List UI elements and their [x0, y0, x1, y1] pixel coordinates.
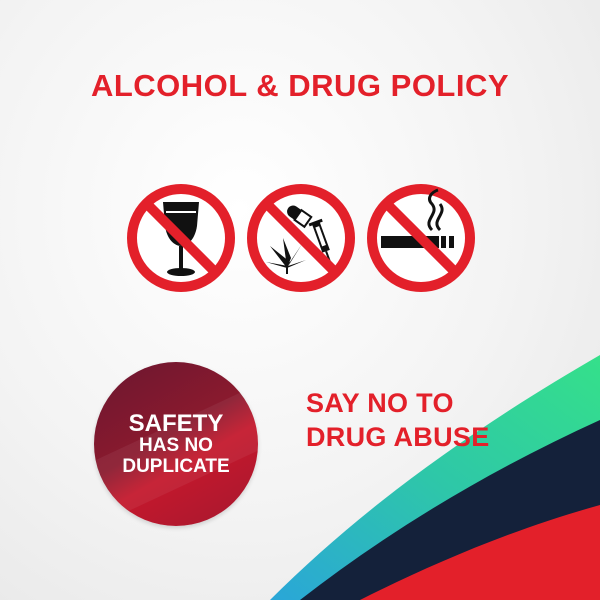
no-smoking-icon: [367, 184, 475, 292]
badge-line-1: SAFETY: [128, 409, 224, 437]
no-drugs-icon: [247, 184, 355, 292]
page-title: ALCOHOL & DRUG POLICY: [90, 68, 510, 103]
slogan-line-2: DRUG ABUSE: [306, 422, 490, 452]
slogan-line-1: SAY NO TO: [306, 388, 454, 418]
badge-line-2: HAS NO: [139, 435, 213, 457]
safety-badge: SAFETY HAS NO DUPLICATE: [94, 362, 258, 526]
slogan: SAY NO TO DRUG ABUSE: [306, 386, 490, 454]
badge-text: SAFETY HAS NO DUPLICATE: [94, 362, 258, 526]
badge-line-3: DUPLICATE: [122, 455, 230, 477]
no-alcohol-icon: [127, 184, 235, 292]
